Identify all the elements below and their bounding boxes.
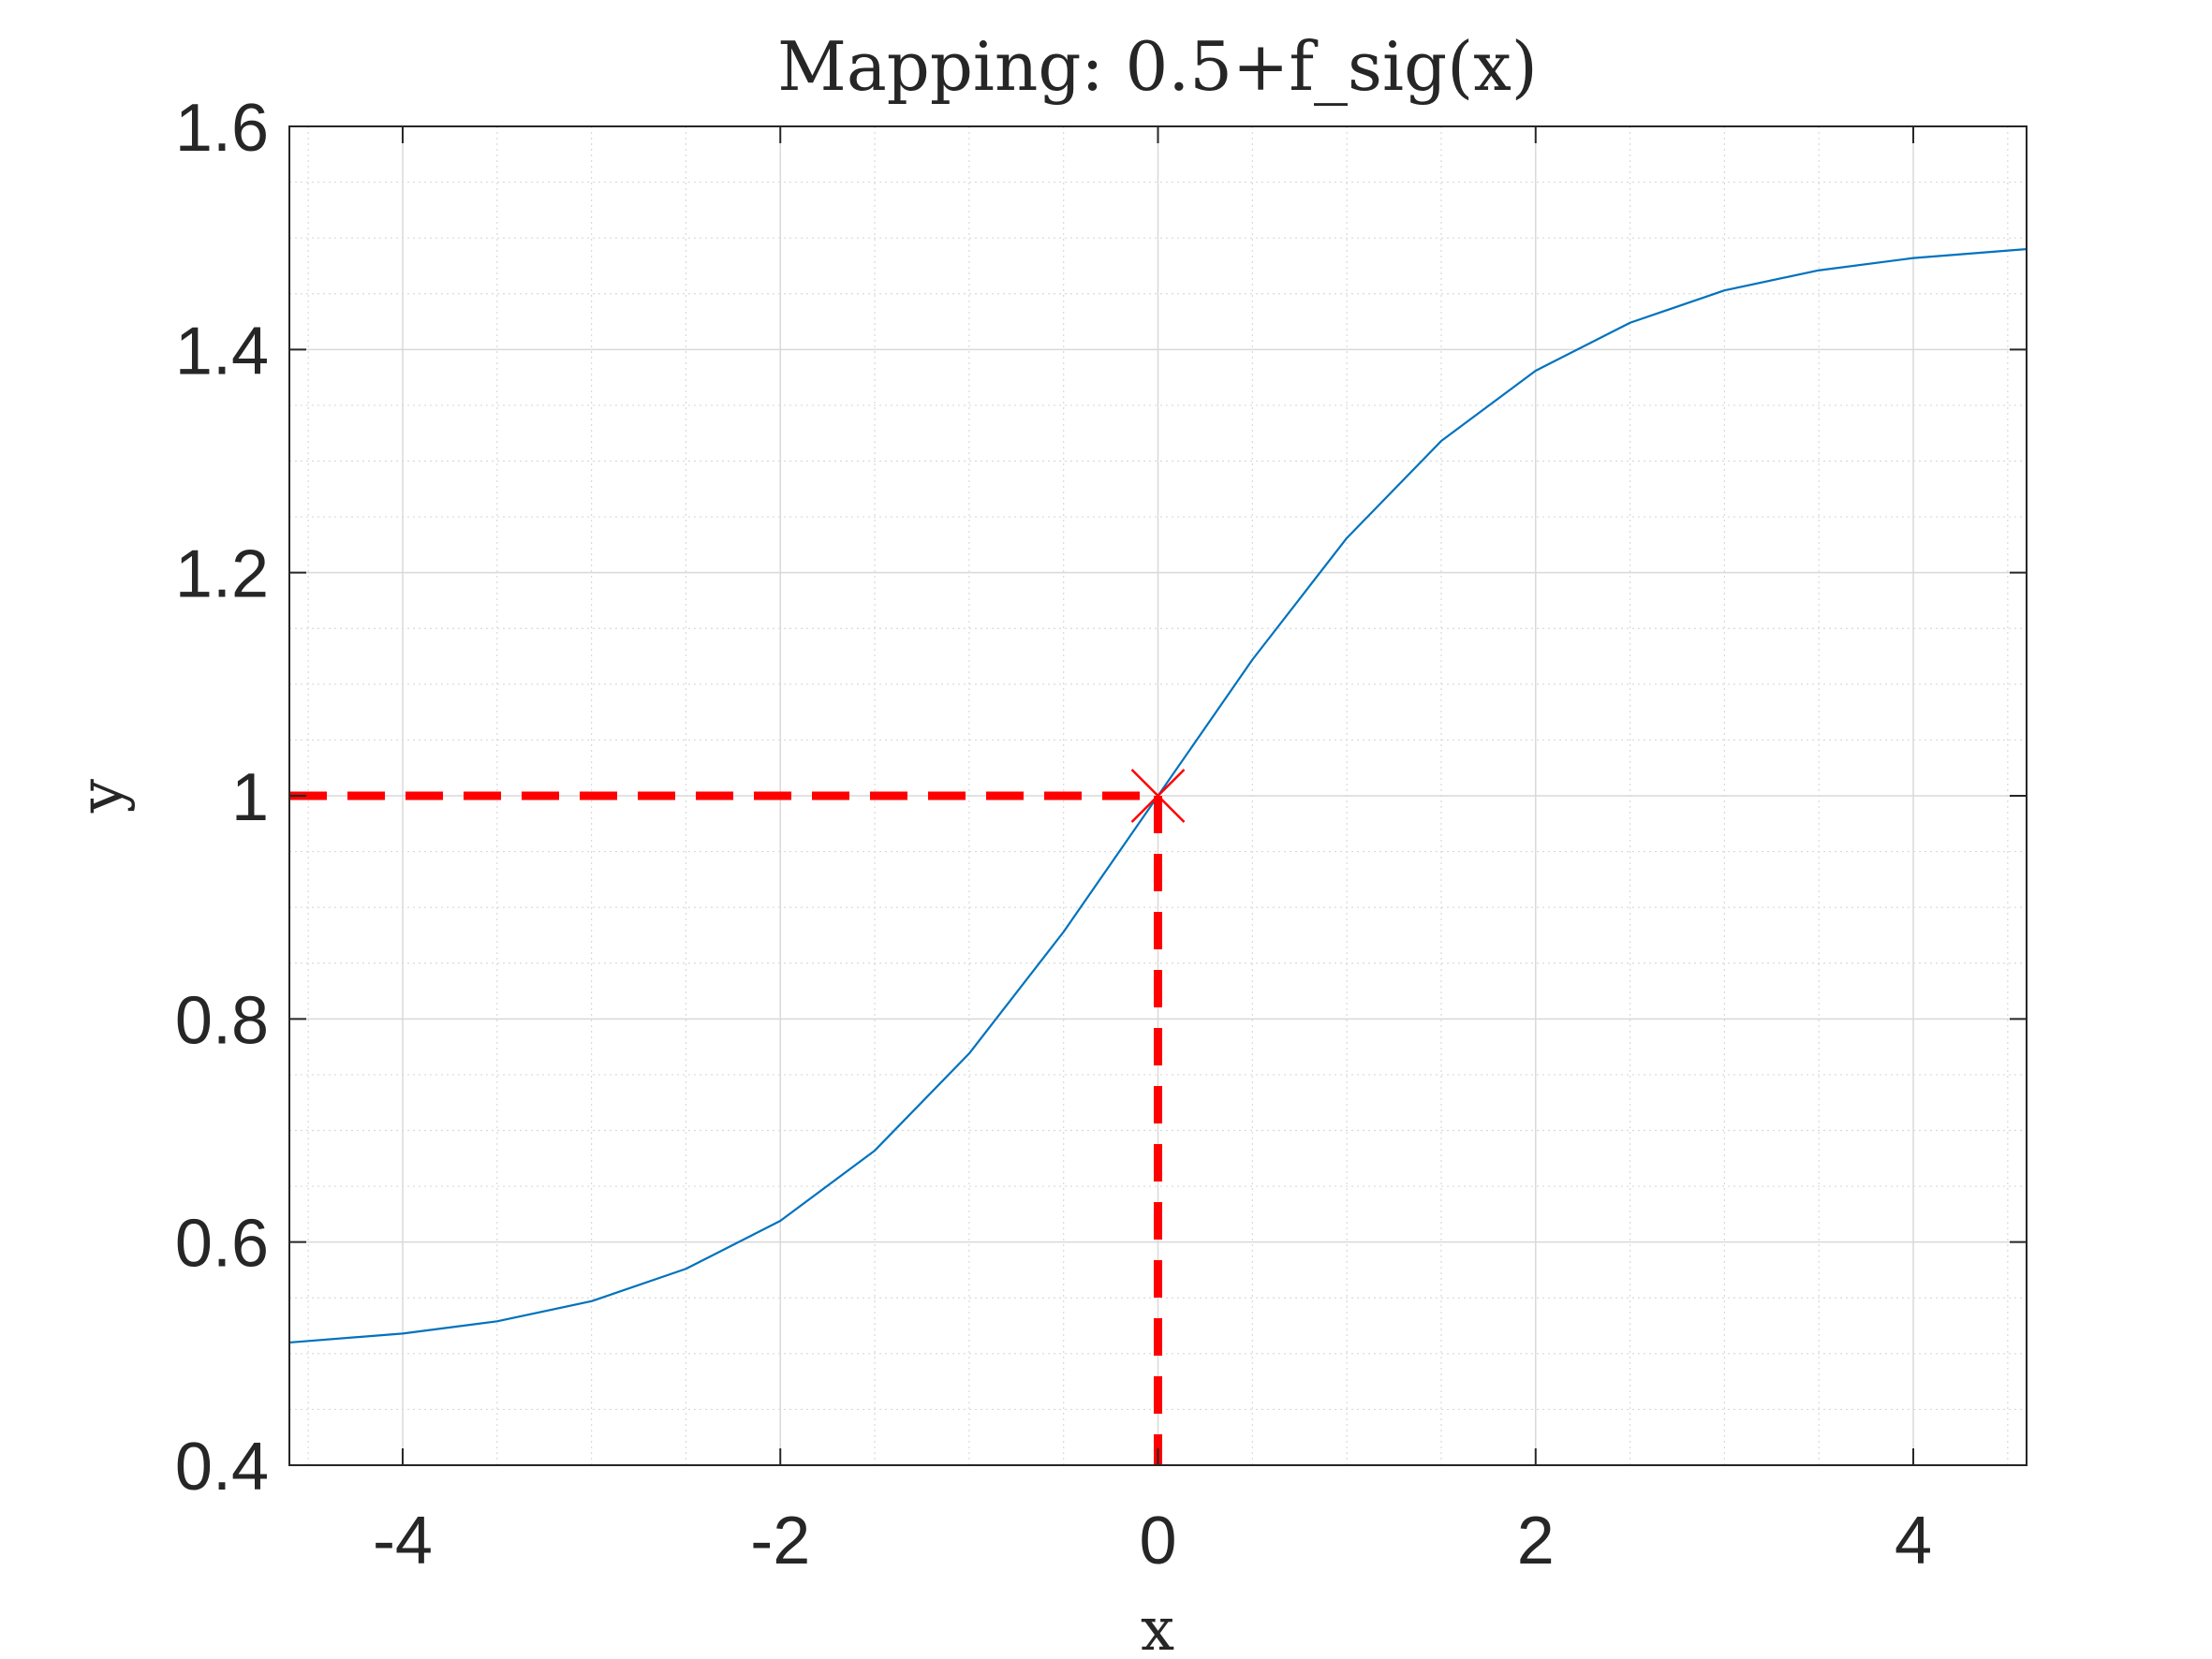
y-tick-label: 0.6 <box>175 1207 269 1282</box>
y-tick-label: 1.2 <box>175 537 269 612</box>
x-tick-labels: -4 -2 0 2 4 <box>373 1504 1932 1578</box>
x-axis-label: x <box>1141 1595 1174 1659</box>
guide-lines <box>289 791 1162 1465</box>
y-tick-label: 0.4 <box>175 1430 269 1505</box>
y-tick-labels: 0.4 0.6 0.8 1 1.2 1.4 1.6 <box>175 91 269 1505</box>
y-tick-label: 1 <box>231 760 269 835</box>
marker-stroke-b <box>1130 769 1186 823</box>
x-tick-label: 2 <box>1517 1504 1555 1578</box>
y-axis-label: y <box>67 779 137 814</box>
y-tick-label: 0.8 <box>175 983 269 1058</box>
chart-title: Mapping: 0.5+f_sig(x) <box>777 27 1538 106</box>
y-tick-label: 1.6 <box>175 91 269 166</box>
marker-layer <box>1130 769 1186 823</box>
x-tick-label: 0 <box>1139 1504 1176 1578</box>
x-tick-label: -4 <box>373 1504 433 1578</box>
x-tick-label: -2 <box>750 1504 810 1578</box>
y-tick-label: 1.4 <box>175 314 269 389</box>
x-tick-label: 4 <box>1895 1504 1932 1578</box>
tick-marks <box>289 125 2027 1466</box>
